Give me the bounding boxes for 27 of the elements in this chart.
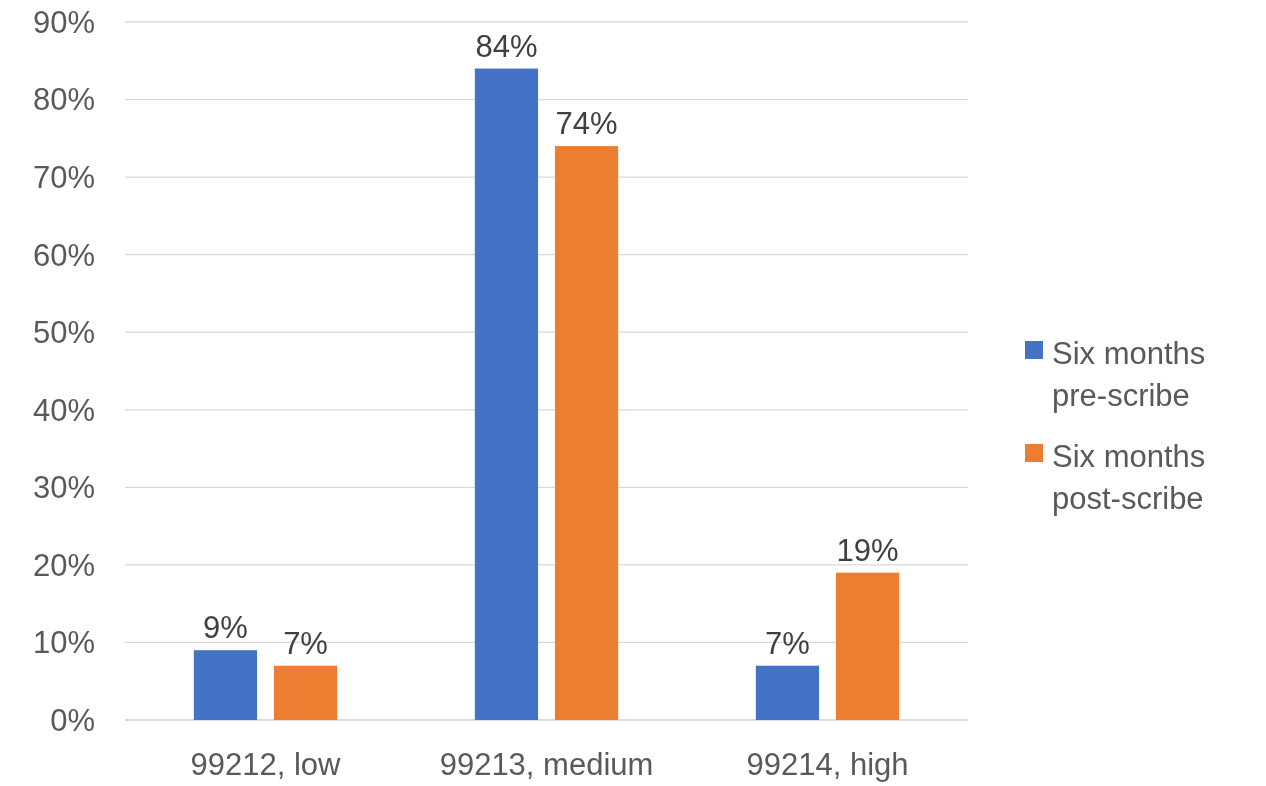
y-tick-label: 0%	[50, 702, 95, 738]
y-tick-label: 40%	[32, 392, 95, 428]
y-tick-label: 80%	[32, 82, 95, 118]
x-tick-label: 99213, medium	[439, 747, 654, 782]
y-tick-label: 50%	[32, 315, 95, 351]
text: 7%	[283, 625, 328, 661]
text: 7%	[765, 625, 810, 661]
bar	[554, 146, 619, 720]
bar	[474, 68, 539, 720]
legend-label: Six months pre-scribe	[1052, 335, 1206, 413]
y-tick-label: 30%	[32, 470, 95, 506]
text: 84%	[475, 28, 538, 64]
bar	[835, 572, 900, 720]
y-tick-label: 90%	[32, 4, 95, 40]
bar	[273, 665, 338, 720]
bar	[193, 650, 258, 720]
y-tick-label: 20%	[32, 547, 95, 583]
x-tick-label: 99212, low	[190, 747, 342, 782]
x-tick-label: 99214, high	[746, 747, 909, 782]
y-tick-label: 70%	[32, 159, 95, 195]
text: 74%	[555, 106, 618, 142]
text: 19%	[836, 532, 899, 568]
bar	[755, 665, 820, 720]
text: 9%	[203, 610, 248, 646]
y-tick-label: 60%	[32, 237, 95, 273]
legend-label: Six months post-scribe	[1052, 438, 1206, 516]
y-tick-label: 10%	[32, 625, 95, 661]
